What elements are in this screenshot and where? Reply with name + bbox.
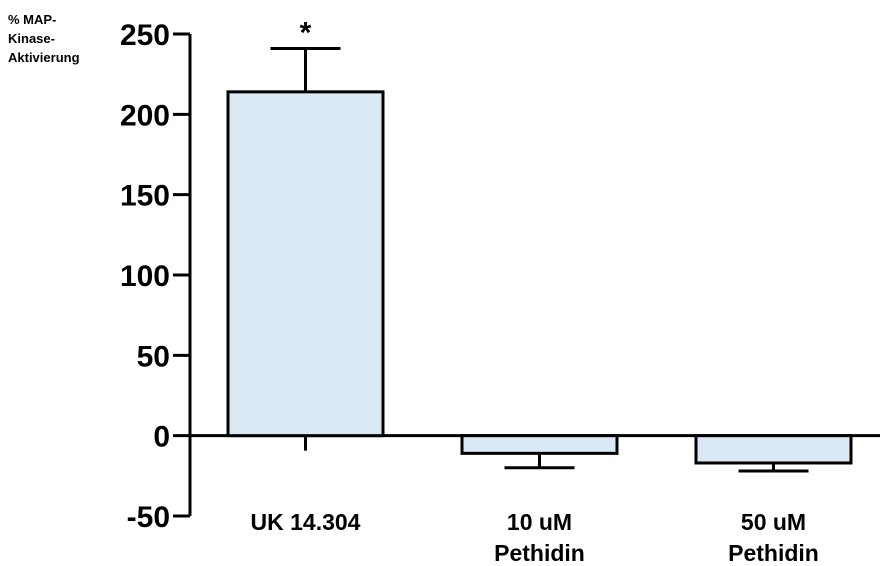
x-category-label: Pethidin xyxy=(728,540,819,566)
y-tick-label: -50 xyxy=(127,501,170,534)
significance-marker: * xyxy=(300,16,312,49)
bar xyxy=(460,434,619,455)
x-category-label: 50 uM xyxy=(741,509,806,535)
y-axis-label-line: Aktivierung xyxy=(8,50,80,65)
y-ticks: 250 200 150 100 50 0 -50 xyxy=(120,19,190,534)
y-tick-label: 100 xyxy=(120,260,170,293)
y-tick-label: 200 xyxy=(120,99,170,132)
y-tick-label: 0 xyxy=(153,421,170,454)
bar xyxy=(226,90,385,438)
y-tick-label: 50 xyxy=(137,340,170,373)
x-category-label: UK 14.304 xyxy=(251,509,361,535)
x-category-label: 10 uM xyxy=(507,509,572,535)
y-axis-label-line: % MAP- xyxy=(8,12,56,27)
y-tick-label: 250 xyxy=(120,19,170,52)
y-tick-label: 150 xyxy=(120,180,170,213)
bars: * xyxy=(226,16,853,473)
y-axis-label-line: Kinase- xyxy=(8,31,55,46)
x-category-label: Pethidin xyxy=(494,540,585,566)
bar xyxy=(694,434,853,465)
y-axis-label: % MAP- Kinase- Aktivierung xyxy=(8,12,80,65)
x-category-labels: UK 14.304 10 uM Pethidin 50 uM Pethidin xyxy=(251,509,819,566)
